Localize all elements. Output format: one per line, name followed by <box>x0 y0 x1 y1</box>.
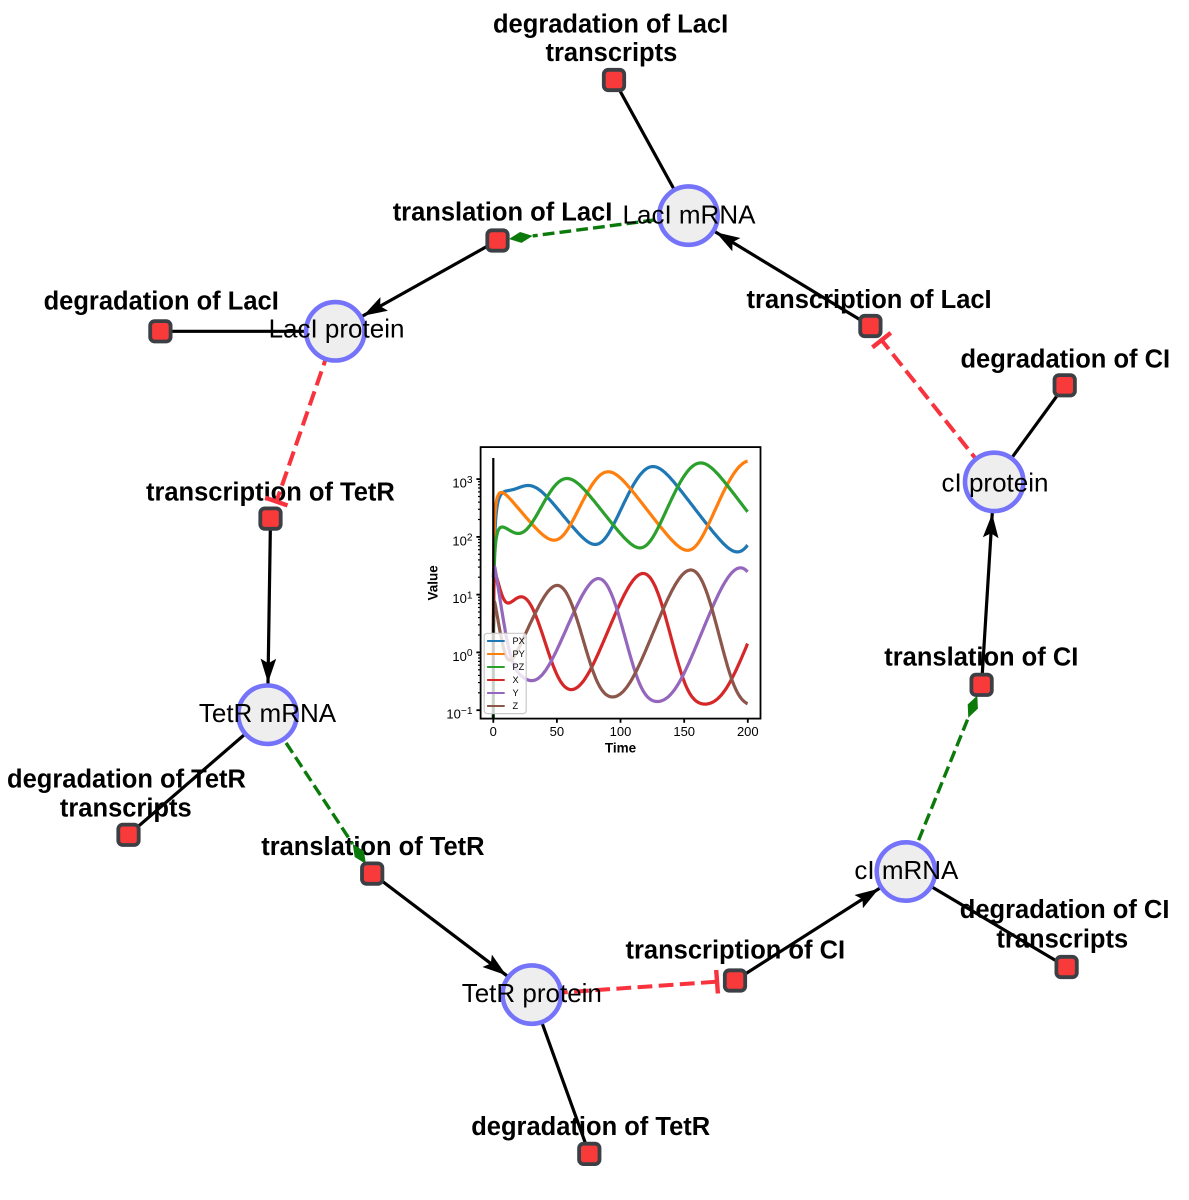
svg-text:translation of TetR: translation of TetR <box>261 833 484 861</box>
svg-text:degradation of LacI: degradation of LacI <box>44 288 279 316</box>
svg-text:cI protein: cI protein <box>942 468 1049 498</box>
svg-text:100: 100 <box>610 724 632 739</box>
svg-text:TetR protein: TetR protein <box>462 978 602 1008</box>
svg-text:transcription of CI: transcription of CI <box>626 936 846 964</box>
svg-text:degradation of LacI: degradation of LacI <box>493 10 728 38</box>
svg-text:transcription of LacI: transcription of LacI <box>747 286 992 314</box>
svg-text:degradation of TetR: degradation of TetR <box>7 766 246 794</box>
svg-text:transcripts: transcripts <box>546 39 678 67</box>
svg-text:degradation of TetR: degradation of TetR <box>471 1113 710 1141</box>
svg-text:cI mRNA: cI mRNA <box>854 855 959 885</box>
svg-text:X: X <box>513 675 519 685</box>
svg-text:PZ: PZ <box>513 662 525 672</box>
svg-text:TetR mRNA: TetR mRNA <box>199 698 337 728</box>
svg-text:LacI mRNA: LacI mRNA <box>623 200 757 230</box>
svg-text:transcription of TetR: transcription of TetR <box>146 479 395 507</box>
svg-text:Z: Z <box>513 701 519 711</box>
svg-text:degradation of CI: degradation of CI <box>960 346 1170 374</box>
svg-text:translation of LacI: translation of LacI <box>393 198 613 226</box>
svg-text:50: 50 <box>550 724 564 739</box>
svg-text:transcripts: transcripts <box>996 926 1128 954</box>
svg-text:200: 200 <box>737 724 759 739</box>
svg-text:PY: PY <box>513 649 525 659</box>
svg-text:Y: Y <box>513 688 519 698</box>
svg-text:0: 0 <box>490 724 497 739</box>
svg-text:PX: PX <box>513 636 525 646</box>
svg-text:Value: Value <box>426 565 441 601</box>
svg-text:150: 150 <box>673 724 695 739</box>
svg-text:LacI protein: LacI protein <box>269 314 405 344</box>
svg-text:degradation of CI: degradation of CI <box>960 896 1170 924</box>
svg-text:Time: Time <box>605 741 637 756</box>
